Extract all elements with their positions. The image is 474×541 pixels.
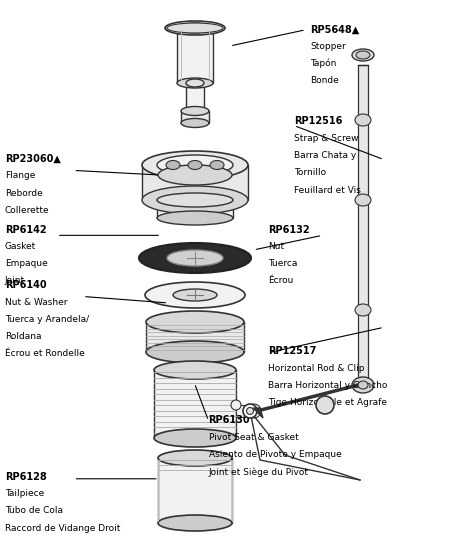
Ellipse shape <box>247 404 261 418</box>
Text: Tuerca y Arandela/: Tuerca y Arandela/ <box>5 315 89 324</box>
Ellipse shape <box>166 161 180 169</box>
Ellipse shape <box>355 114 371 126</box>
Ellipse shape <box>157 211 233 225</box>
Bar <box>177 28 213 83</box>
Ellipse shape <box>243 404 257 418</box>
Text: Joint et Siège du Pivot: Joint et Siège du Pivot <box>209 467 309 477</box>
Text: Feuillard et Vis: Feuillard et Vis <box>294 186 361 195</box>
Bar <box>142 165 248 200</box>
Text: RP6140: RP6140 <box>5 280 46 290</box>
Ellipse shape <box>167 250 223 266</box>
Text: Nut: Nut <box>268 242 284 251</box>
Text: RP6142: RP6142 <box>5 225 46 234</box>
Ellipse shape <box>181 118 209 128</box>
Text: Écrou: Écrou <box>268 276 293 286</box>
Ellipse shape <box>177 78 213 88</box>
Text: Raccord de Vidange Droit: Raccord de Vidange Droit <box>5 524 120 533</box>
Ellipse shape <box>186 79 204 87</box>
Text: Horizontal Rod & Clip: Horizontal Rod & Clip <box>268 364 365 373</box>
Text: Tuerca: Tuerca <box>268 259 297 268</box>
Text: Strap & Screw: Strap & Screw <box>294 134 358 143</box>
Bar <box>236 405 254 417</box>
Text: Asiento de Pivote y Empaque: Asiento de Pivote y Empaque <box>209 450 341 459</box>
Text: Roldana: Roldana <box>5 332 41 341</box>
Bar <box>154 370 236 438</box>
Bar <box>358 65 368 385</box>
Ellipse shape <box>355 304 371 316</box>
Text: Reborde: Reborde <box>5 189 43 198</box>
Ellipse shape <box>154 361 236 379</box>
Bar <box>186 83 204 111</box>
Ellipse shape <box>145 282 245 308</box>
Ellipse shape <box>177 23 213 33</box>
Ellipse shape <box>358 381 368 389</box>
Ellipse shape <box>142 151 248 179</box>
Bar <box>181 111 209 123</box>
Text: Écrou et Rondelle: Écrou et Rondelle <box>5 349 84 359</box>
Text: Gasket: Gasket <box>5 242 36 251</box>
Ellipse shape <box>167 23 223 33</box>
Ellipse shape <box>188 161 202 169</box>
Ellipse shape <box>352 49 374 61</box>
Ellipse shape <box>181 107 209 115</box>
Ellipse shape <box>186 107 204 115</box>
Text: RP23060▲: RP23060▲ <box>5 154 61 164</box>
Ellipse shape <box>154 429 236 447</box>
Text: RP5648▲: RP5648▲ <box>310 24 360 34</box>
Text: Joint: Joint <box>5 276 25 286</box>
Text: Stopper: Stopper <box>310 42 346 51</box>
Text: Tubo de Cola: Tubo de Cola <box>5 506 63 516</box>
Text: RP6128: RP6128 <box>5 472 46 481</box>
Bar <box>146 322 244 352</box>
Text: Tapón: Tapón <box>310 59 337 69</box>
Text: Bonde: Bonde <box>310 76 339 85</box>
Ellipse shape <box>157 155 233 175</box>
Text: Collerette: Collerette <box>5 206 49 215</box>
Bar <box>157 200 233 218</box>
Text: Barra Horizontal y Gancho: Barra Horizontal y Gancho <box>268 381 387 390</box>
Ellipse shape <box>142 186 248 214</box>
Ellipse shape <box>158 515 232 531</box>
Ellipse shape <box>146 311 244 333</box>
Ellipse shape <box>355 194 371 206</box>
Ellipse shape <box>356 51 370 59</box>
Ellipse shape <box>352 377 374 393</box>
Text: Tailpiece: Tailpiece <box>5 489 44 498</box>
Polygon shape <box>253 408 263 418</box>
Ellipse shape <box>158 450 232 466</box>
Text: Tornillo: Tornillo <box>294 168 326 177</box>
Ellipse shape <box>165 21 225 35</box>
Ellipse shape <box>158 165 232 185</box>
Ellipse shape <box>157 193 233 207</box>
Ellipse shape <box>210 161 224 169</box>
Ellipse shape <box>316 396 334 414</box>
Text: Tige Horizontale et Agrafe: Tige Horizontale et Agrafe <box>268 398 387 407</box>
Text: Pivot Seat & Gasket: Pivot Seat & Gasket <box>209 433 298 442</box>
Text: RP6130: RP6130 <box>209 415 250 425</box>
Text: Nut & Washer: Nut & Washer <box>5 298 67 307</box>
Text: Barra Chata y: Barra Chata y <box>294 151 356 160</box>
Ellipse shape <box>231 400 241 410</box>
Text: RP6132: RP6132 <box>268 225 310 234</box>
Text: Flange: Flange <box>5 171 35 181</box>
Ellipse shape <box>139 243 251 273</box>
Text: Empaque: Empaque <box>5 259 47 268</box>
Bar <box>158 458 232 523</box>
Text: RP12517: RP12517 <box>268 346 316 356</box>
Ellipse shape <box>246 407 254 414</box>
Text: RP12516: RP12516 <box>294 116 342 126</box>
Ellipse shape <box>173 289 217 301</box>
Ellipse shape <box>146 341 244 363</box>
